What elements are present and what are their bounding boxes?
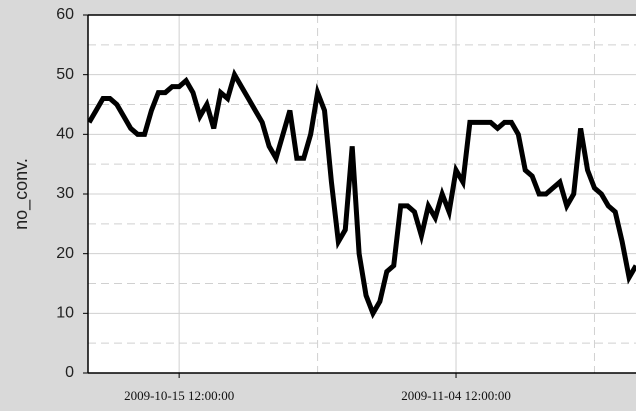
y-tick-label: 0 <box>65 364 74 381</box>
grid <box>88 14 636 374</box>
x-tick-label: 2009-11-04 12:00:00 <box>401 388 511 403</box>
y-tick-label: 10 <box>56 305 74 322</box>
y-tick-label: 20 <box>56 245 74 262</box>
y-tick-label: 50 <box>56 66 74 83</box>
y-tick-label: 30 <box>56 185 74 202</box>
y-axis-label: no_conv. <box>11 158 32 230</box>
data-line <box>88 68 636 320</box>
series <box>88 68 636 320</box>
y-tick-label: 40 <box>56 126 74 143</box>
y-tick-label: 60 <box>56 6 74 23</box>
x-tick-label: 2009-10-15 12:00:00 <box>124 388 234 403</box>
